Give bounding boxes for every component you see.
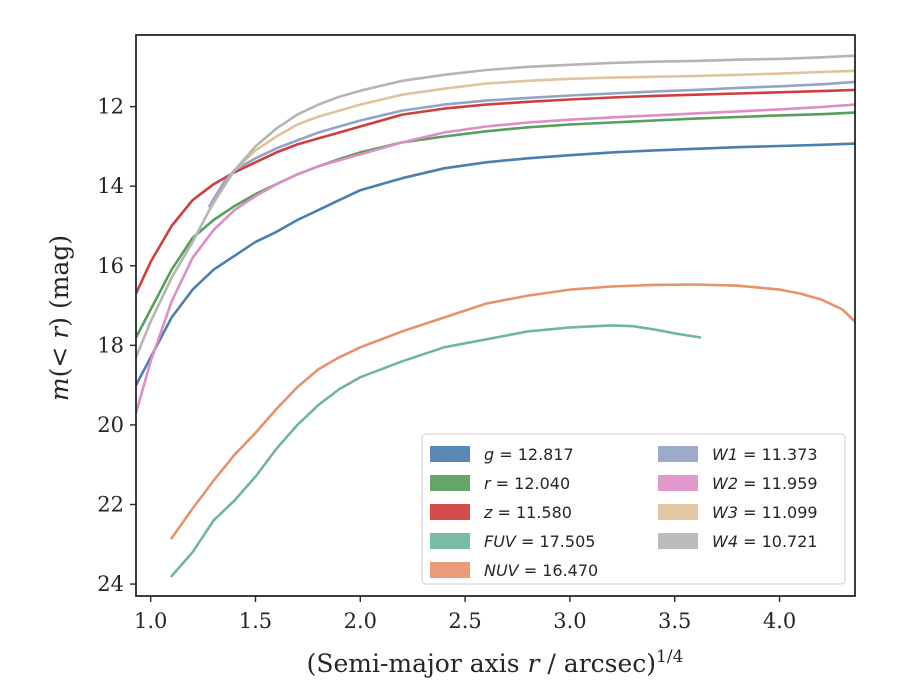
x-tick-label: 2.0 — [344, 609, 377, 633]
x-axis-label: (Semi-major axis r / arcsec)1/4 — [307, 647, 684, 678]
legend-swatch — [430, 475, 470, 491]
series-line-7 — [208, 69, 855, 212]
y-tick-label: 22 — [97, 492, 124, 516]
y-axis-label: m(< r) (mag) — [45, 235, 74, 401]
legend-swatch — [430, 504, 470, 520]
legend-box — [421, 433, 846, 585]
legend-label: FUV = 17.505 — [484, 532, 595, 551]
x-tick-label: 2.5 — [448, 609, 481, 633]
series-line-3 — [170, 324, 702, 578]
legend-label: W3 = 11.099 — [712, 503, 818, 522]
x-tick-label: 3.0 — [553, 609, 586, 633]
legend-swatch — [430, 533, 470, 549]
series-line-6 — [136, 103, 855, 415]
x-tick-label: 1.5 — [239, 609, 272, 633]
legend-swatch — [658, 504, 698, 520]
y-tick-label: 20 — [97, 413, 124, 437]
y-tick-label: 16 — [97, 254, 124, 278]
legend-swatch — [658, 475, 698, 491]
series-line-5 — [208, 80, 855, 208]
legend-swatch — [430, 562, 470, 578]
legend: g = 12.817 r = 12.040 z = 11.580 FUV = 17.5… — [421, 433, 846, 585]
series-line-8 — [136, 54, 855, 359]
series-line-4 — [170, 283, 855, 540]
x-tick-label: 1.0 — [134, 609, 167, 633]
legend-label: W1 = 11.373 — [712, 445, 818, 464]
legend-label: W4 = 10.721 — [712, 532, 818, 551]
ticks-layer: 1.0 1.5 2.0 2.5 3.0 3.5 4.0 12 14 16 18 20 22 24 — [97, 95, 796, 633]
y-tick-label: 18 — [97, 333, 124, 357]
legend-swatch — [430, 446, 470, 462]
legend-label: z = 11.580 — [483, 503, 572, 522]
series-line-0 — [136, 142, 855, 387]
legend-label: NUV = 16.470 — [484, 561, 598, 580]
x-tick-label: 3.5 — [658, 609, 691, 633]
plot-frame — [135, 34, 856, 597]
legend-label: r = 12.040 — [484, 474, 570, 493]
series-line-2 — [136, 88, 855, 295]
x-tick-label: 4.0 — [763, 609, 796, 633]
y-tick-label: 14 — [97, 174, 124, 198]
legend-label: g = 12.817 — [484, 445, 574, 464]
legend-label: W2 = 11.959 — [712, 474, 818, 493]
y-tick-label: 24 — [97, 572, 124, 596]
legend-swatch — [658, 446, 698, 462]
y-tick-label: 12 — [97, 95, 124, 119]
legend-swatch — [658, 533, 698, 549]
series-layer — [136, 54, 855, 578]
